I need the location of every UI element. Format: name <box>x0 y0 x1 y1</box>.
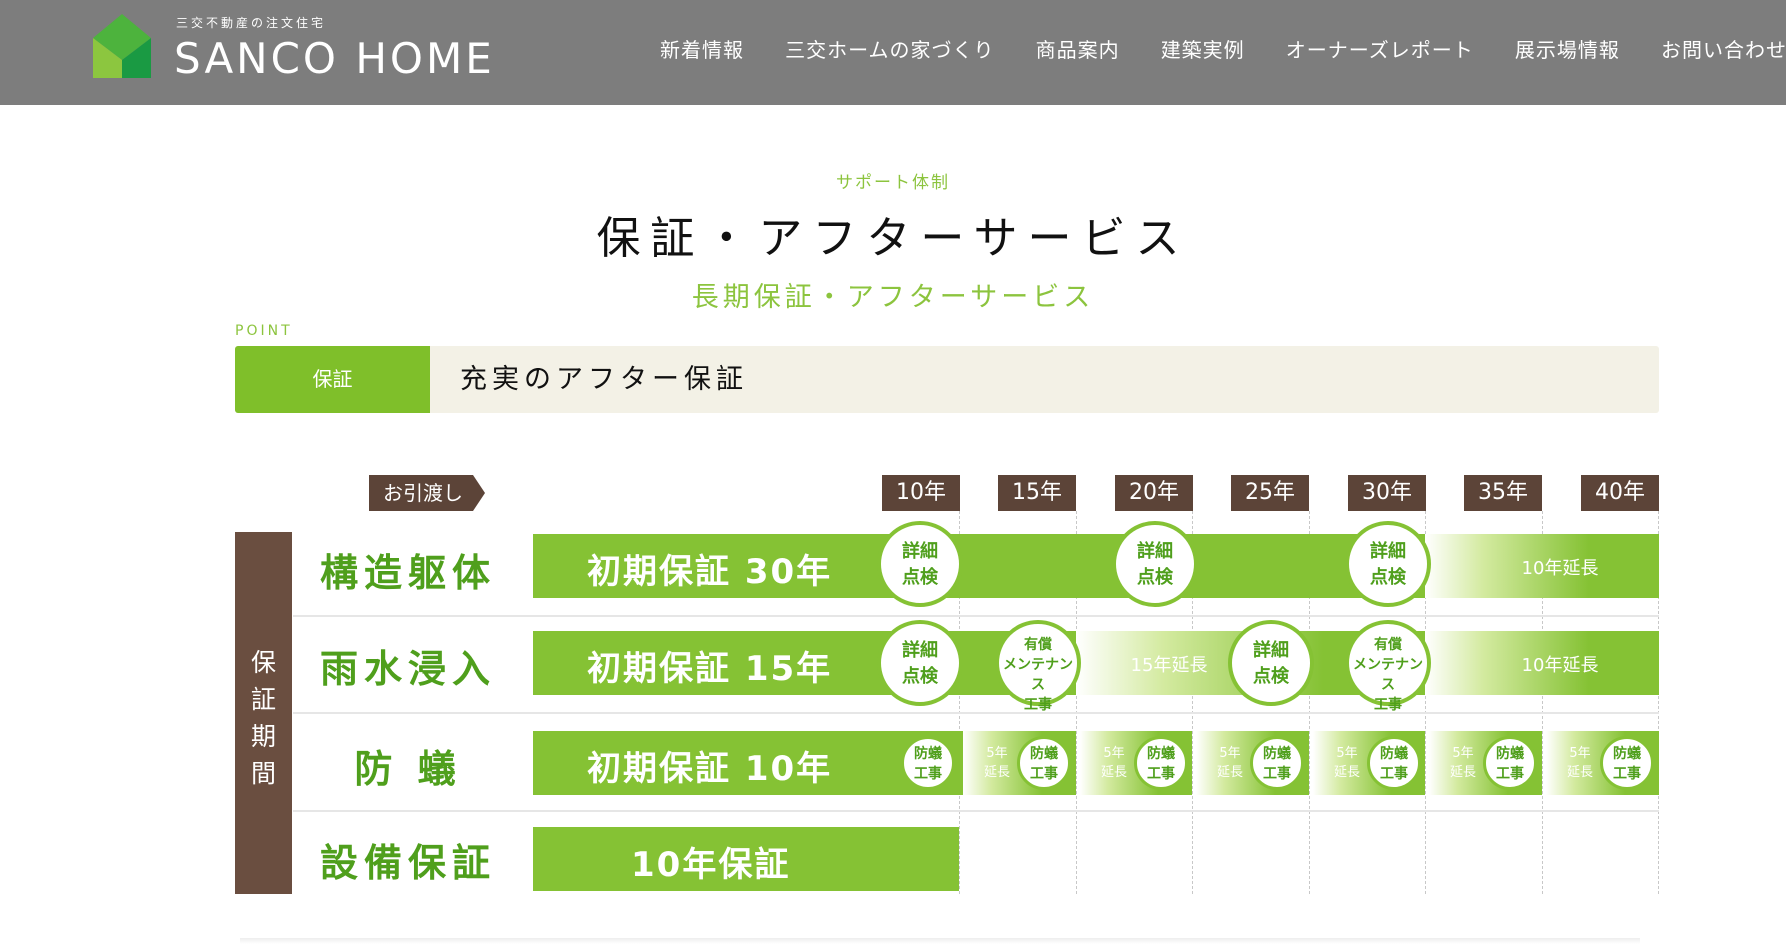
maintenance-badge: 有償 メンテナンス 工事 <box>995 620 1081 713</box>
year-line-25 <box>1309 511 1310 894</box>
nav-showroom[interactable]: 展示場情報 <box>1514 38 1620 62</box>
maintenance-badge: 有償 メンテナンス 工事 <box>1345 620 1431 713</box>
year-line-35 <box>1542 511 1543 894</box>
year-tag-40: 40年 <box>1581 475 1659 511</box>
section-shadow <box>240 938 1640 944</box>
row-divider <box>293 810 1659 812</box>
page-title: 保証・アフターサービス <box>596 213 1190 264</box>
extension-bar: 10年延長 <box>1425 631 1659 695</box>
extension-note: 5年 延長 <box>1100 746 1127 780</box>
extension-bar: 10年延長 <box>1425 534 1659 598</box>
inspection-badge: 詳細 点検 <box>1228 620 1314 706</box>
row-label-termite: 防 蟻 <box>354 747 462 791</box>
warranty-chart: お引渡し 10年 15年 20年 25年 30年 35年 40年 保証期間 構造… <box>235 474 1659 894</box>
year-line-30 <box>1425 511 1426 894</box>
nav-examples[interactable]: 建築実例 <box>1160 38 1245 62</box>
nav-contact[interactable]: お問い合わせ <box>1660 38 1786 62</box>
extension-note: 5年 延長 <box>1566 746 1593 780</box>
bar-label: 10年保証 <box>631 845 791 885</box>
extension-note: 5年 延長 <box>1216 746 1243 780</box>
row-label-structure: 構造躯体 <box>319 551 496 595</box>
handover-tag: お引渡し <box>369 475 485 511</box>
section-eyebrow: サポート体制 <box>836 173 950 193</box>
inspection-badge: 詳細 点検 <box>1345 521 1431 607</box>
inspection-badge: 詳細 点検 <box>877 620 963 706</box>
point-label: POINT <box>235 323 293 339</box>
point-box: 保証 充実のアフター保証 <box>235 346 1659 413</box>
bar-label: 初期保証 15年 <box>587 649 833 689</box>
section-subtitle: 長期保証・アフターサービス <box>691 282 1095 313</box>
termite-work-badge: 防蟻 工事 <box>1017 736 1071 790</box>
bar-label: 初期保証 30年 <box>587 552 833 592</box>
termite-work-badge: 防蟻 工事 <box>1134 736 1188 790</box>
warranty-period-sidebar: 保証期間 <box>235 532 292 894</box>
house-logo-icon <box>93 14 151 78</box>
year-tag-20: 20年 <box>1115 475 1193 511</box>
year-tag-30: 30年 <box>1348 475 1426 511</box>
nav-owners-report[interactable]: オーナーズレポート <box>1285 38 1474 62</box>
extension-note: 5年 延長 <box>1449 746 1476 780</box>
extension-label: 10年延長 <box>1521 558 1599 579</box>
year-line-20 <box>1192 511 1193 894</box>
row-label-equipment: 設備保証 <box>319 841 496 885</box>
point-tag: 保証 <box>235 346 430 413</box>
year-tag-25: 25年 <box>1231 475 1309 511</box>
nav-news[interactable]: 新着情報 <box>660 38 744 62</box>
year-line-10 <box>959 511 960 894</box>
warranty-period-label: 保証期間 <box>250 648 276 788</box>
nav-products[interactable]: 商品案内 <box>1035 38 1120 62</box>
termite-work-badge: 防蟻 工事 <box>1483 736 1537 790</box>
logo-name: SANCO HOME <box>174 34 495 83</box>
global-nav: 新着情報 三交ホームの家づくり 商品案内 建築実例 オーナーズレポート 展示場情… <box>660 34 1786 64</box>
bar-label: 初期保証 10年 <box>587 749 833 789</box>
site-header: 三交不動産の注文住宅 SANCO HOME 新着情報 三交ホームの家づくり 商品… <box>0 0 1786 105</box>
extension-label: 15年延長 <box>1130 655 1208 676</box>
termite-work-badge: 防蟻 工事 <box>1600 736 1654 790</box>
extension-label: 10年延長 <box>1521 655 1599 676</box>
year-tag-10: 10年 <box>882 475 960 511</box>
nav-house-building[interactable]: 三交ホームの家づくり <box>785 38 995 62</box>
termite-work-badge: 防蟻 工事 <box>1250 736 1304 790</box>
handover-arrow-icon <box>369 475 485 511</box>
year-tag-15: 15年 <box>998 475 1076 511</box>
year-tag-35: 35年 <box>1464 475 1542 511</box>
row-divider <box>293 712 1659 714</box>
logo-tagline: 三交不動産の注文住宅 <box>176 16 327 30</box>
termite-work-badge: 防蟻 工事 <box>1367 736 1421 790</box>
inspection-badge: 詳細 点検 <box>877 521 963 607</box>
extension-note: 5年 延長 <box>1333 746 1360 780</box>
extension-note: 5年 延長 <box>983 746 1010 780</box>
year-line-15 <box>1076 511 1077 894</box>
site-logo[interactable]: 三交不動産の注文住宅 SANCO HOME <box>93 14 493 84</box>
warranty-bar: 10年保証 <box>533 827 959 891</box>
termite-work-badge: 防蟻 工事 <box>901 736 955 790</box>
year-line-40 <box>1658 511 1659 894</box>
point-text: 充実のアフター保証 <box>460 364 748 395</box>
row-divider <box>293 615 1659 617</box>
handover-label: お引渡し <box>383 481 463 505</box>
warranty-bar: 初期保証 10年 <box>533 731 963 795</box>
inspection-badge: 詳細 点検 <box>1112 521 1198 607</box>
row-label-rainwater: 雨水浸入 <box>319 647 496 691</box>
